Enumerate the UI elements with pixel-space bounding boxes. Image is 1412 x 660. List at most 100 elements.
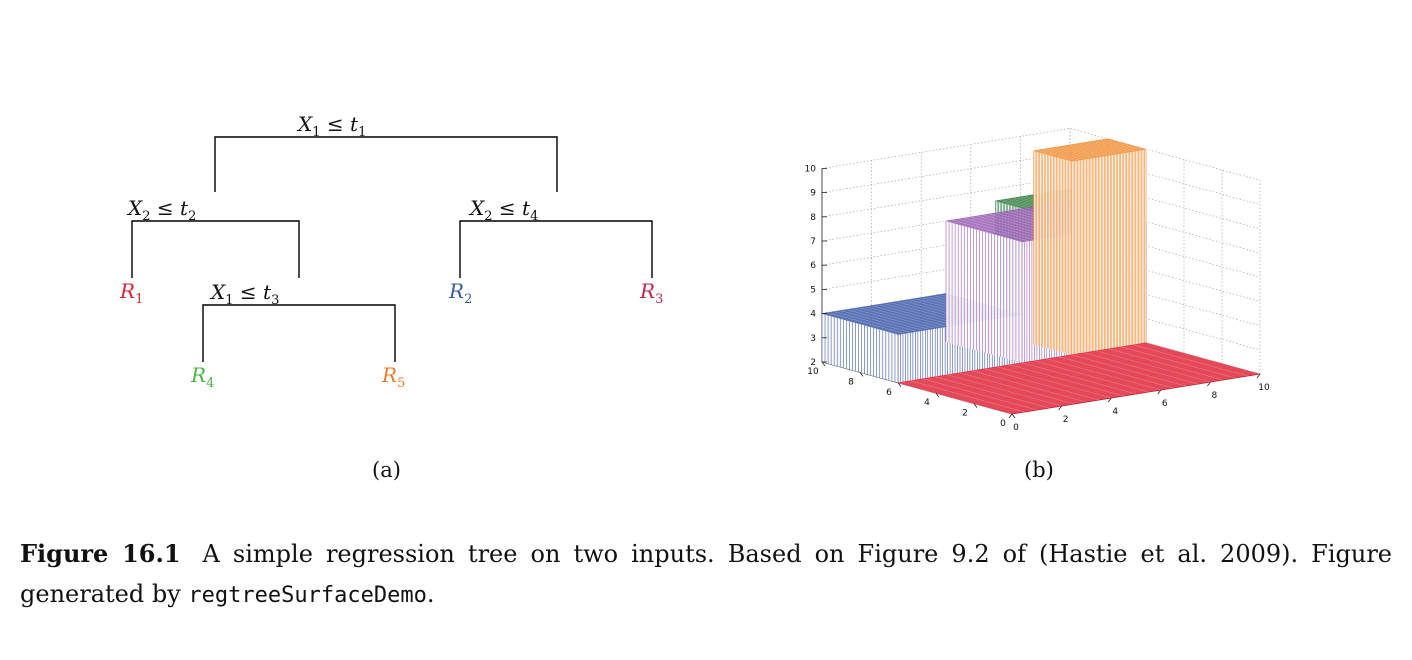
surface-regions (821, 138, 1261, 415)
z-tick-label: 2 (810, 358, 816, 368)
top-mesh (935, 376, 1050, 409)
top-mesh (922, 378, 1037, 411)
grid-line (821, 152, 1261, 205)
top-mesh (865, 306, 942, 328)
leaf-r4: R4 (190, 363, 214, 391)
x-tick-label: 10 (1258, 383, 1270, 393)
top-mesh (1046, 358, 1161, 391)
y-tick-label: 4 (924, 398, 930, 408)
figure-number: Figure 16.1 (20, 539, 181, 568)
axis-ticks: 2 3 4 5 6 7 8 9 10 0 2 4 6 8 10 0 2 4 6 8 10 (805, 164, 1270, 433)
region-top (1033, 138, 1147, 162)
top-mesh (959, 372, 1075, 405)
y-tick (897, 382, 902, 388)
top-mesh (1083, 352, 1199, 385)
x-tick (1207, 381, 1211, 387)
top-mesh (1034, 360, 1149, 393)
regression-surface-plot: 2 3 4 5 6 7 8 9 10 0 2 4 6 8 10 0 2 4 6 8 10 (805, 128, 1270, 433)
x-tick (1256, 373, 1261, 379)
y-tick (973, 403, 978, 408)
top-mesh (958, 218, 1035, 241)
top-mesh (1078, 143, 1117, 155)
surface-region (897, 342, 1261, 415)
grid-line (821, 249, 1261, 302)
y-tick (1011, 413, 1016, 419)
top-mesh (964, 217, 1041, 240)
region-top (897, 342, 1261, 415)
x-tick-label: 8 (1212, 391, 1218, 401)
y-tick (821, 361, 826, 367)
top-mesh (1096, 140, 1135, 152)
top-mesh (821, 313, 899, 335)
y-tick-label: 0 (1000, 419, 1006, 429)
z-tick-label: 10 (805, 164, 817, 174)
top-mesh (877, 304, 954, 326)
tree-edge-right (459, 220, 653, 278)
y-tick-label: 2 (962, 409, 968, 419)
z-tick-label: 6 (810, 261, 816, 271)
top-mesh (1107, 138, 1147, 150)
top-mesh (1074, 143, 1113, 155)
top-mesh (947, 374, 1062, 407)
top-mesh (1067, 145, 1106, 157)
tree-edge-inner (202, 304, 396, 362)
top-mesh (1070, 144, 1109, 156)
top-mesh (1040, 149, 1080, 161)
top-mesh (1033, 150, 1072, 162)
grid-line (821, 128, 1261, 181)
top-mesh (1048, 148, 1087, 160)
grid-line (821, 273, 1261, 326)
x-tick-label: 6 (1162, 399, 1168, 409)
top-mesh (910, 380, 1025, 413)
top-mesh (1104, 139, 1143, 151)
caption-code: regtreeSurfaceDemo (188, 583, 427, 608)
leaf-r1: R1 (119, 279, 143, 307)
split-label-left: X2 ≤ t2 (126, 196, 196, 224)
top-mesh (1059, 356, 1174, 389)
x-tick-label: 2 (1063, 415, 1069, 425)
panel-a-label: (a) (372, 458, 401, 482)
top-mesh (1093, 140, 1132, 152)
top-mesh (1059, 146, 1098, 158)
top-mesh (1133, 344, 1248, 377)
z-tick-label: 3 (810, 334, 816, 344)
top-mesh (1145, 342, 1261, 375)
top-mesh (1096, 350, 1211, 383)
top-mesh (846, 309, 923, 331)
split-label-right: X2 ≤ t4 (468, 196, 538, 224)
leaf-r5: R5 (381, 363, 405, 391)
top-mesh (1089, 141, 1128, 153)
top-mesh (1071, 354, 1186, 387)
y-tick-label: 8 (848, 377, 854, 387)
top-mesh (1063, 145, 1102, 157)
x-tick (1008, 413, 1013, 419)
top-mesh (834, 311, 911, 333)
tree-edge-left (131, 220, 300, 278)
split-label-root: X1 ≤ t1 (296, 112, 366, 140)
grid-line (821, 297, 1261, 351)
region-wall (822, 313, 898, 383)
y-tick-label: 10 (807, 367, 819, 377)
leaf-r2: R2 (448, 279, 472, 307)
top-mesh (997, 366, 1112, 399)
y-tick-label: 6 (886, 388, 892, 398)
x-tick-label: 4 (1112, 407, 1118, 417)
top-mesh (1108, 348, 1223, 381)
grid-line (821, 176, 1261, 230)
x-tick (1107, 397, 1112, 403)
x-tick (1157, 389, 1162, 395)
top-mesh (1100, 139, 1139, 151)
caption-text: A simple regression tree on two inputs. … (20, 540, 1393, 608)
top-mesh (1044, 148, 1083, 160)
top-mesh (871, 305, 948, 327)
panel-b-label: (b) (1024, 458, 1054, 482)
x-tick-label: 0 (1013, 423, 1019, 433)
top-mesh (828, 312, 905, 334)
top-mesh (1055, 146, 1094, 158)
z-tick-label: 4 (810, 310, 816, 320)
caption-end: . (426, 580, 435, 608)
top-mesh (1081, 142, 1121, 154)
top-mesh (972, 370, 1087, 403)
region-wall (946, 221, 1022, 363)
top-mesh (840, 310, 917, 332)
